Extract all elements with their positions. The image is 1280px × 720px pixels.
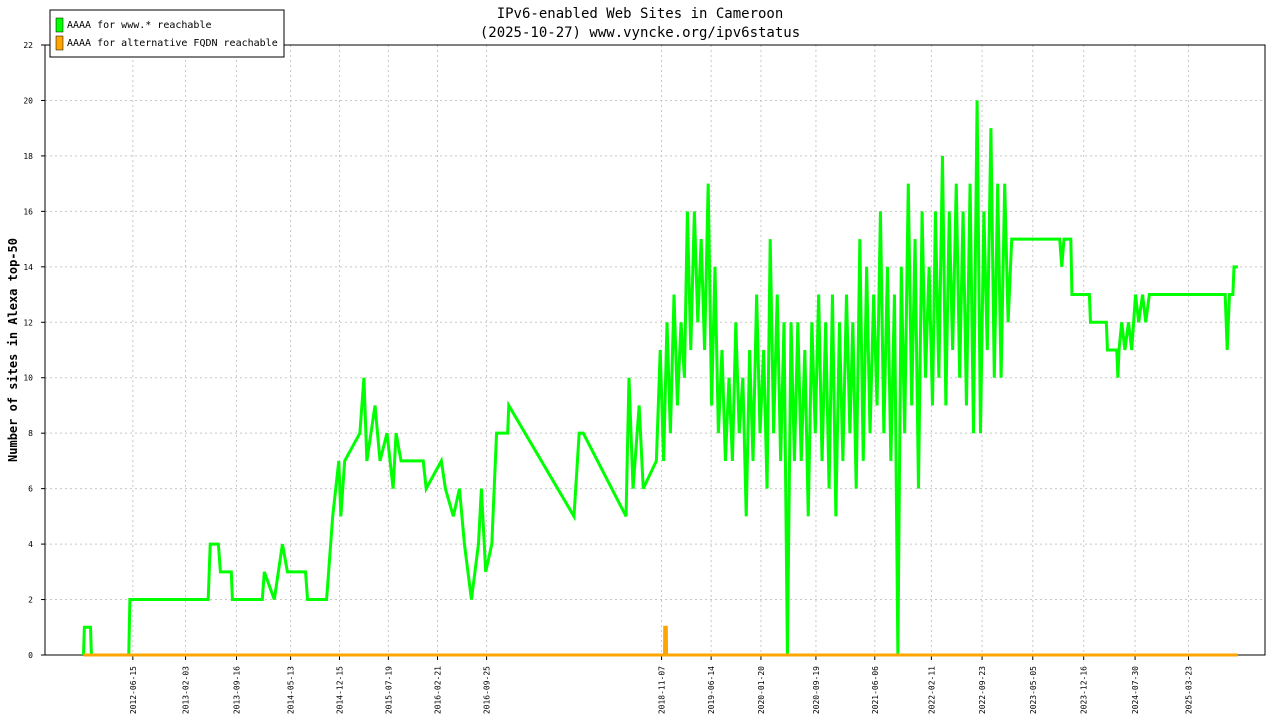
x-tick-label: 2024-07-30 (1131, 666, 1140, 714)
y-tick-label: 10 (23, 374, 33, 383)
data-line (81, 100, 1238, 657)
x-tick-label: 2020-01-20 (757, 666, 766, 714)
y-tick-label: 14 (23, 263, 33, 272)
x-tick-label: 2022-02-11 (927, 666, 936, 714)
x-tick-label: 2019-06-14 (707, 666, 716, 714)
x-tick-label: 2025-03-23 (1184, 666, 1193, 714)
x-tick-label: 2016-02-21 (433, 666, 442, 714)
x-tick-label: 2016-09-25 (483, 666, 492, 714)
y-tick-label: 8 (28, 429, 33, 438)
y-tick-label: 6 (28, 485, 33, 494)
y-axis-label: Number of sites in Alexa top-50 (6, 238, 20, 462)
legend-box (49, 9, 285, 58)
y-tick-label: 12 (23, 318, 33, 327)
x-tick-label: 2013-09-16 (232, 666, 241, 714)
x-tick-label: 2022-09-23 (978, 666, 987, 714)
x-tick-label: 2018-11-07 (658, 666, 667, 714)
chart-title: IPv6-enabled Web Sites in Cameroon (497, 6, 784, 22)
data-line (83, 625, 1238, 657)
x-tick-label: 2014-05-13 (287, 666, 296, 714)
y-tick-label: 18 (23, 152, 33, 161)
legend-swatch (55, 17, 64, 33)
x-tick-label: 2014-12-15 (335, 666, 344, 714)
x-tick-label: 2013-02-03 (182, 666, 191, 714)
y-tick-label: 4 (28, 540, 33, 549)
x-tick-label: 2012-06-15 (129, 666, 138, 714)
legend: AAAA for www.* reachable AAAA for alterna… (49, 9, 285, 58)
y-tick-label: 16 (23, 207, 33, 216)
x-tick-label: 2015-07-19 (384, 666, 393, 714)
x-tick-label: 2020-09-19 (812, 666, 821, 714)
y-tick-label: 2 (28, 596, 33, 605)
y-tick-label: 20 (23, 96, 33, 105)
x-tick-label: 2023-12-16 (1080, 666, 1089, 714)
x-tick-label: 2021-06-06 (871, 666, 880, 714)
y-tick-label: 22 (23, 41, 33, 50)
x-tick-label: 2023-05-05 (1029, 666, 1038, 714)
legend-swatch (55, 35, 64, 51)
y-tick-label: 0 (28, 651, 33, 660)
chart-subtitle: (2025-10-27) www.vyncke.org/ipv6status (480, 25, 800, 41)
legend-label: AAAA for alternative FQDN reachable (67, 38, 278, 49)
legend-label: AAAA for www.* reachable (67, 20, 212, 31)
